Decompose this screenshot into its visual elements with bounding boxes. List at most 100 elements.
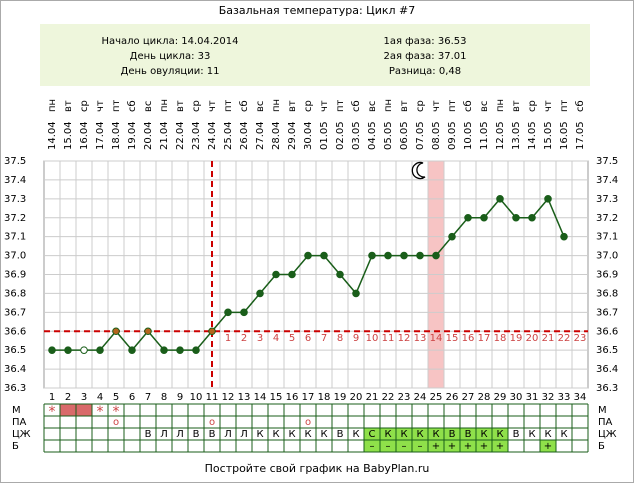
date-label: 26.04 (239, 121, 250, 150)
y-tick-label: 36.8 (4, 288, 26, 299)
cell-text: В (193, 429, 200, 440)
luteal-label: 16 (462, 333, 475, 344)
cell-green (444, 440, 460, 452)
temp-point (304, 251, 312, 260)
luteal-label: 22 (558, 333, 571, 344)
date-label: 15.04 (63, 121, 74, 150)
temp-point (352, 289, 360, 298)
y-tick-label: 36.9 (4, 270, 26, 281)
date-label: 28.04 (271, 121, 282, 150)
x-tick-label: 26 (446, 392, 459, 403)
x-tick-label: 7 (145, 392, 151, 403)
date-label: 27.04 (255, 121, 266, 150)
y2-tick-label: 36.9 (596, 270, 618, 281)
cell-text: К (352, 429, 359, 440)
cell-green (380, 428, 396, 440)
x-tick-label: 17 (302, 392, 315, 403)
x-tick-label: 21 (366, 392, 379, 403)
weekday-label: сб (575, 100, 586, 112)
weekday-label: сб (127, 100, 138, 112)
luteal-label: 10 (366, 333, 379, 344)
x-tick-label: 9 (177, 392, 183, 403)
weekday-label: пт (335, 99, 346, 112)
temp-point (464, 213, 472, 222)
x-tick-label: 14 (254, 392, 267, 403)
x-tick-label: 27 (462, 392, 475, 403)
x-tick-label: 29 (494, 392, 507, 403)
info-text: День цикла: 33 (130, 51, 211, 62)
temp-point (240, 308, 248, 317)
temp-point (112, 327, 120, 336)
luteal-label: 6 (305, 333, 311, 344)
x-tick-label: 19 (334, 392, 347, 403)
cell-green (364, 428, 380, 440)
y2-tick-label: 36.8 (596, 288, 618, 299)
x-tick-label: 22 (382, 392, 395, 403)
x-tick-label: 23 (398, 392, 411, 403)
luteal-label: 11 (382, 333, 395, 344)
luteal-label: 1 (225, 333, 231, 344)
weekday-label: чт (543, 100, 554, 112)
y2-tick-label: 36.4 (596, 364, 618, 375)
cell-green (492, 428, 508, 440)
date-label: 16.04 (79, 121, 90, 150)
x-tick-label: 30 (510, 392, 523, 403)
luteal-label: 3 (257, 333, 263, 344)
y2-tick-label: 36.6 (596, 326, 618, 337)
info-text: 2ая фаза: 37.01 (384, 51, 467, 62)
date-label: 19.04 (127, 121, 138, 150)
temp-point (336, 270, 344, 279)
row-label: Б (12, 441, 19, 452)
cell-text: К (528, 429, 535, 440)
y-tick-label: 36.5 (4, 345, 26, 356)
weekday-label: пт (447, 99, 458, 112)
cell-text: Л (160, 429, 168, 440)
y-tick-label: 36.4 (4, 364, 26, 375)
cell-filled (76, 404, 92, 416)
row-label-right: Б (598, 441, 605, 452)
cell-green (412, 440, 428, 452)
y-tick-label: 37.3 (4, 194, 26, 205)
cell-green (412, 428, 428, 440)
cell-text: – (402, 441, 407, 452)
temp-point (416, 251, 424, 260)
cell-text: К (544, 429, 551, 440)
x-tick-label: 6 (129, 392, 135, 403)
weekday-label: чт (95, 100, 106, 112)
temp-point (528, 213, 536, 222)
temp-point (544, 195, 552, 203)
date-label: 20.04 (143, 121, 154, 150)
cell-green (460, 440, 476, 452)
weekday-label: ср (79, 100, 90, 112)
weekday-label: чт (319, 100, 330, 112)
y-tick-label: 37.5 (4, 156, 26, 167)
x-tick-label: 15 (270, 392, 283, 403)
cell-text: о (209, 417, 215, 428)
temp-point (128, 346, 136, 354)
luteal-label: 9 (353, 333, 359, 344)
y-tick-label: 37.2 (4, 213, 26, 224)
date-label: 05.05 (383, 121, 394, 150)
temp-point (64, 346, 72, 354)
weekday-label: вс (367, 101, 378, 112)
date-label: 21.04 (159, 121, 170, 150)
cell-text: – (370, 441, 375, 452)
temp-point (160, 346, 168, 354)
y2-tick-label: 36.7 (596, 307, 618, 318)
x-tick-label: 18 (318, 392, 331, 403)
cell-text: + (464, 441, 472, 452)
row-label-right: ЦЖ (598, 429, 617, 440)
x-tick-label: 10 (190, 392, 203, 403)
y2-tick-label: 37.1 (596, 232, 618, 243)
row-label: ЦЖ (12, 429, 31, 440)
date-label: 02.05 (335, 121, 346, 150)
cell-text: * (113, 404, 120, 420)
cell-text: К (384, 429, 391, 440)
luteal-label: 20 (526, 333, 539, 344)
x-tick-label: 8 (161, 392, 167, 403)
y2-tick-label: 37.3 (596, 194, 618, 205)
cell-text: – (386, 441, 391, 452)
info-text: 1ая фаза: 36.53 (384, 36, 467, 47)
cell-text: С (369, 429, 376, 440)
x-tick-label: 20 (350, 392, 363, 403)
